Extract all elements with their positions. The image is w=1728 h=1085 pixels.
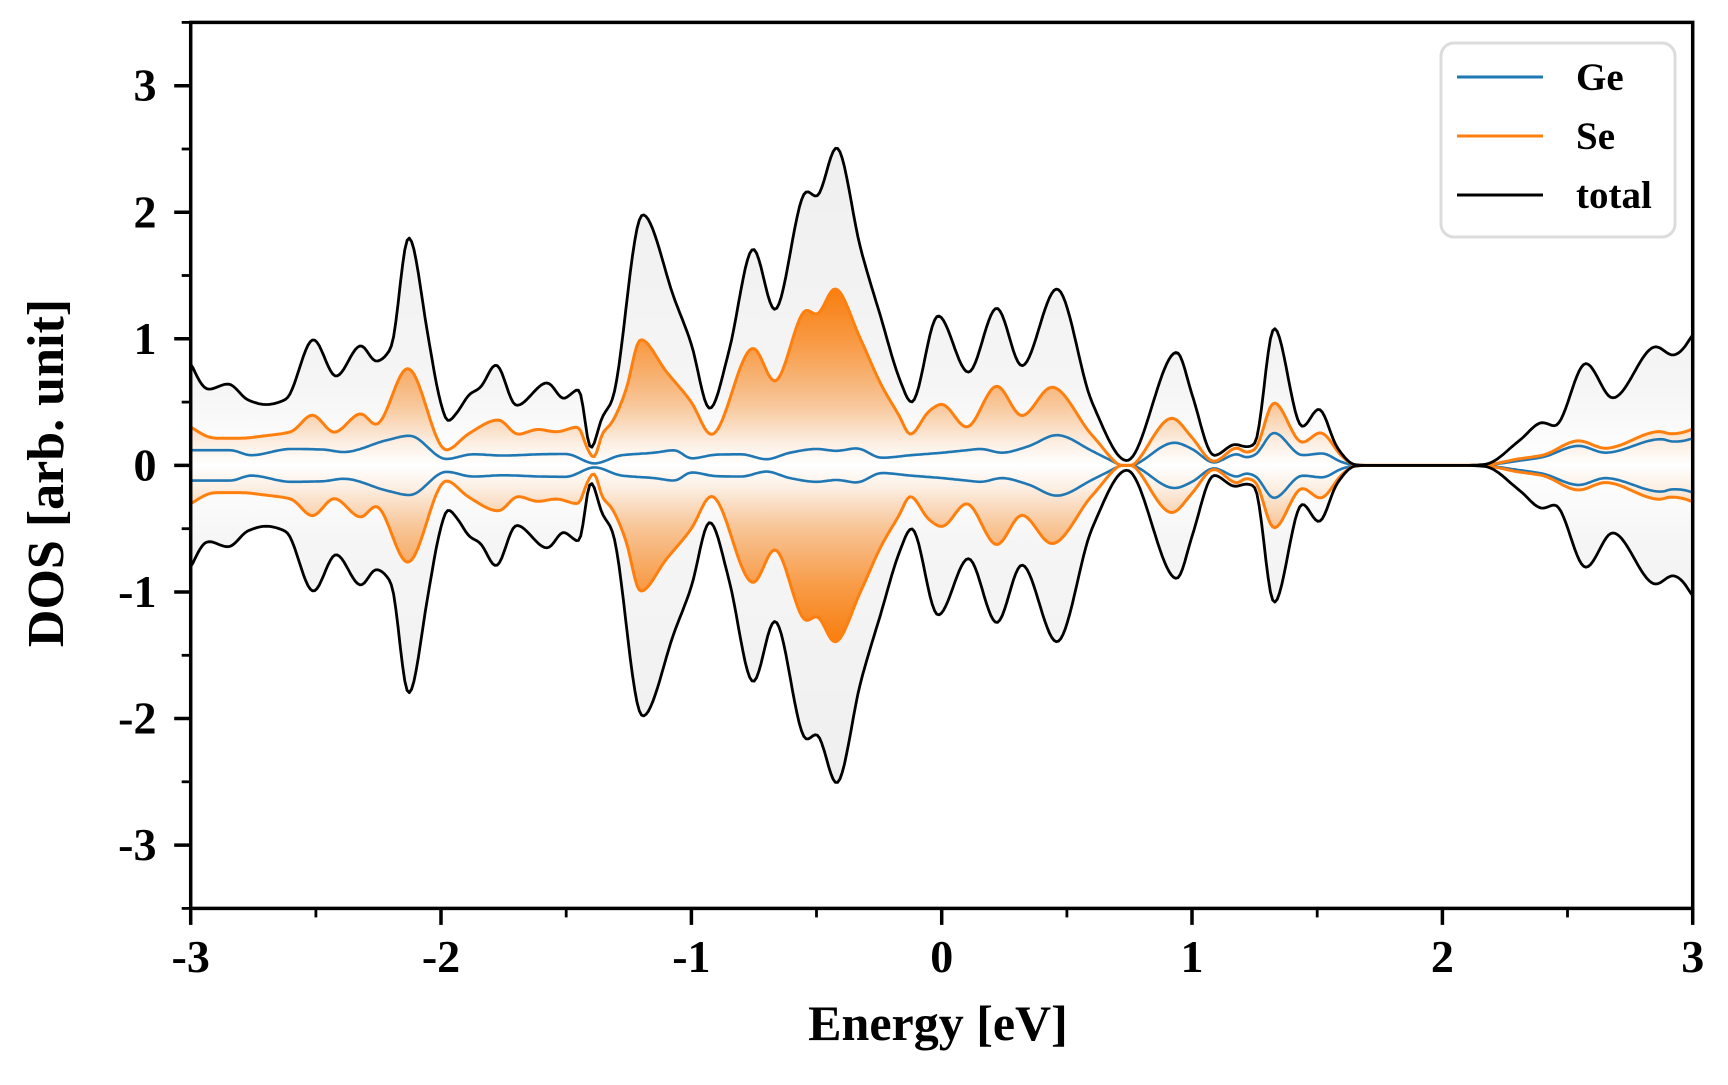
svg-text:Se: Se xyxy=(1576,115,1615,158)
svg-text:0: 0 xyxy=(134,439,157,490)
svg-text:1: 1 xyxy=(1181,931,1204,982)
svg-text:Energy [eV]: Energy [eV] xyxy=(808,995,1068,1051)
svg-text:0: 0 xyxy=(930,931,953,982)
svg-text:1: 1 xyxy=(134,313,157,364)
svg-text:-3: -3 xyxy=(118,819,156,870)
svg-text:DOS [arb. unit]: DOS [arb. unit] xyxy=(18,299,75,647)
svg-text:-1: -1 xyxy=(672,931,710,982)
svg-text:2: 2 xyxy=(134,186,157,237)
svg-text:3: 3 xyxy=(134,60,157,111)
svg-text:Ge: Ge xyxy=(1576,56,1624,99)
svg-text:-2: -2 xyxy=(422,931,460,982)
svg-text:-2: -2 xyxy=(118,693,156,744)
svg-text:3: 3 xyxy=(1681,931,1704,982)
svg-text:2: 2 xyxy=(1431,931,1454,982)
svg-text:-3: -3 xyxy=(172,931,210,982)
svg-text:total: total xyxy=(1576,174,1652,217)
svg-text:-1: -1 xyxy=(118,566,156,617)
